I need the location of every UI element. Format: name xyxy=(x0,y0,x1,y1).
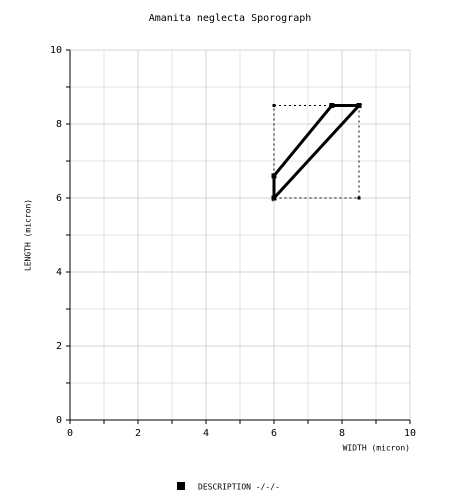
chart-title: Amanita neglecta Sporograph xyxy=(149,13,312,24)
x-tick-label: 6 xyxy=(271,428,277,439)
point xyxy=(356,103,362,108)
y-axis-label: LENGTH (micron) xyxy=(24,199,33,271)
range-corner xyxy=(357,196,361,200)
x-tick-label: 4 xyxy=(203,428,209,439)
range-box xyxy=(273,105,360,199)
x-axis-label: WIDTH (micron) xyxy=(343,444,410,453)
series-line xyxy=(272,104,363,202)
x-tick-label: 8 xyxy=(339,428,345,439)
y-tick-label: 4 xyxy=(56,267,62,278)
point xyxy=(329,103,335,108)
y-tick-label: 6 xyxy=(56,193,62,204)
point xyxy=(271,173,277,179)
point xyxy=(271,195,277,201)
legend-swatch xyxy=(177,482,185,490)
y-tick-label: 0 xyxy=(56,415,62,426)
y-tick-label: 2 xyxy=(56,341,62,352)
x-tick-label: 2 xyxy=(135,428,141,439)
legend-label: DESCRIPTION -/-/- xyxy=(198,483,280,492)
x-tick-label: 10 xyxy=(404,428,416,439)
y-tick-label: 10 xyxy=(50,45,62,56)
y-tick-label: 8 xyxy=(56,119,62,130)
x-tick-label: 0 xyxy=(67,428,73,439)
range-corner xyxy=(272,104,276,107)
